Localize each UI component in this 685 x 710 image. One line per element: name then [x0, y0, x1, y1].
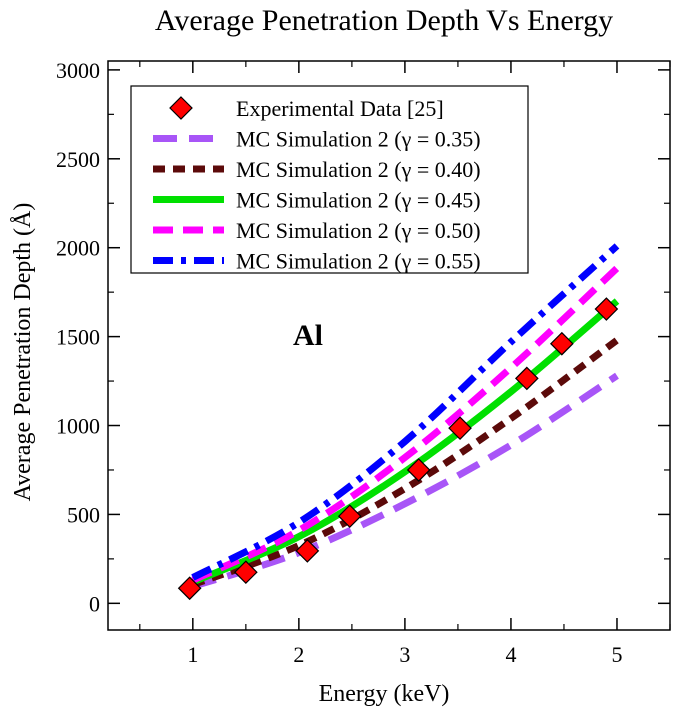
- legend-label: MC Simulation 2 (γ = 0.55): [236, 249, 481, 274]
- x-tick-label: 1: [187, 642, 198, 667]
- material-label: Al: [293, 319, 323, 352]
- legend: Experimental Data [25] MC Simulation 2 (γ…: [130, 85, 529, 274]
- data-point: [234, 560, 258, 585]
- data-point: [337, 504, 362, 529]
- data-point: [448, 416, 472, 441]
- series-line-1: [191, 337, 620, 588]
- chart-title: Average Penetration Depth Vs Energy: [155, 4, 613, 37]
- marker-layer: [177, 297, 619, 601]
- series-line-4: [191, 243, 620, 581]
- legend-box: [130, 85, 529, 274]
- x-tick-label: 3: [399, 642, 410, 667]
- data-point: [406, 458, 431, 482]
- x-axis: 1 2 3 4 5: [139, 61, 671, 667]
- data-point: [177, 576, 202, 601]
- y-tick-label: 3000: [56, 58, 100, 83]
- plot-frame: [107, 60, 671, 631]
- data-point: [594, 297, 619, 321]
- data-point: [295, 539, 320, 563]
- y-tick-label: 1500: [56, 325, 100, 350]
- x-tick-label: 4: [505, 642, 516, 667]
- series-line-0: [191, 372, 619, 590]
- legend-label: MC Simulation 2 (γ = 0.40): [236, 157, 481, 182]
- legend-label: MC Simulation 2 (γ = 0.45): [236, 188, 481, 213]
- y-tick-label: 1000: [56, 414, 100, 439]
- y-tick-label: 500: [67, 502, 100, 527]
- series-line-3: [191, 265, 620, 584]
- legend-marker: [169, 96, 193, 120]
- y-tick-label: 2000: [56, 236, 100, 261]
- series-line-2: [191, 298, 620, 586]
- legend-label: MC Simulation 2 (γ = 0.50): [236, 218, 481, 243]
- x-axis-label: Energy (keV): [319, 681, 450, 707]
- x-tick-label: 5: [611, 642, 622, 667]
- legend-label: MC Simulation 2 (γ = 0.35): [236, 127, 481, 152]
- y-axis-label: Average Penetration Depth (Å): [10, 203, 36, 502]
- y-tick-label: 2500: [56, 147, 100, 172]
- x-tick-label: 2: [293, 642, 304, 667]
- series-layer: [191, 243, 620, 590]
- y-tick-label: 0: [89, 591, 100, 616]
- y-axis: 0 500 1000 1500 2000 2500 3000: [56, 58, 670, 616]
- data-point: [515, 366, 539, 391]
- legend-label: Experimental Data [25]: [236, 96, 444, 121]
- data-point: [549, 331, 574, 356]
